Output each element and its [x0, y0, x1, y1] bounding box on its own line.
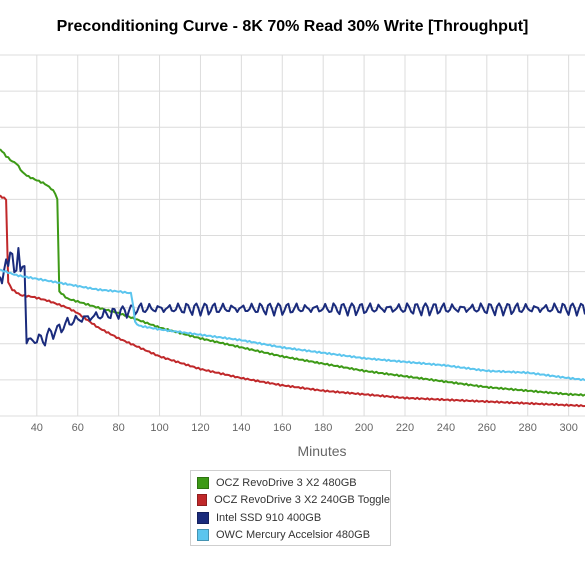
legend: OCZ RevoDrive 3 X2 480GB OCZ RevoDrive 3…: [190, 470, 391, 546]
grid-lines: [0, 54, 585, 417]
x-tick-label: 60: [72, 422, 84, 434]
series-lines: [0, 148, 585, 408]
legend-item: OCZ RevoDrive 3 X2 240GB Toggle: [197, 492, 390, 510]
x-tick-labels: 40 60 80 100 120 140 160 180 200 220 240 260 280 300: [31, 422, 578, 434]
x-tick-label: 120: [191, 422, 209, 434]
x-tick-label: 80: [113, 422, 125, 434]
legend-swatch: [197, 476, 209, 489]
legend-swatch: [197, 529, 209, 542]
x-tick-label: 160: [273, 422, 291, 434]
x-tick-label: 40: [31, 422, 43, 434]
legend-item: OWC Mercury Accelsior 480GB: [197, 527, 390, 545]
x-tick-label: 300: [559, 422, 577, 434]
x-axis-label: Minutes: [297, 443, 346, 459]
series-line: [0, 148, 585, 397]
x-tick-label: 100: [150, 422, 168, 434]
series-line: [0, 247, 585, 347]
legend-item: Intel SSD 910 400GB: [197, 509, 390, 527]
chart-title: Preconditioning Curve - 8K 70% Read 30% …: [56, 18, 529, 35]
x-tick-label: 280: [519, 422, 537, 434]
x-tick-label: 220: [396, 422, 414, 434]
series-line: [0, 194, 585, 408]
x-tick-label: 140: [232, 422, 250, 434]
series-line: [0, 268, 585, 382]
legend-label: Intel SSD 910 400GB: [216, 511, 322, 524]
x-tick-label: 200: [355, 422, 373, 434]
legend-label: OWC Mercury Accelsior 480GB: [216, 529, 371, 542]
legend-swatch: [197, 511, 209, 524]
legend-item: OCZ RevoDrive 3 X2 480GB: [197, 474, 390, 492]
x-tick-label: 180: [314, 422, 332, 434]
x-tick-label: 260: [478, 422, 496, 434]
x-tick-label: 240: [437, 422, 455, 434]
legend-swatch: [197, 494, 208, 507]
legend-label: OCZ RevoDrive 3 X2 480GB: [216, 476, 357, 489]
legend-label: OCZ RevoDrive 3 X2 240GB Toggle: [214, 494, 390, 507]
